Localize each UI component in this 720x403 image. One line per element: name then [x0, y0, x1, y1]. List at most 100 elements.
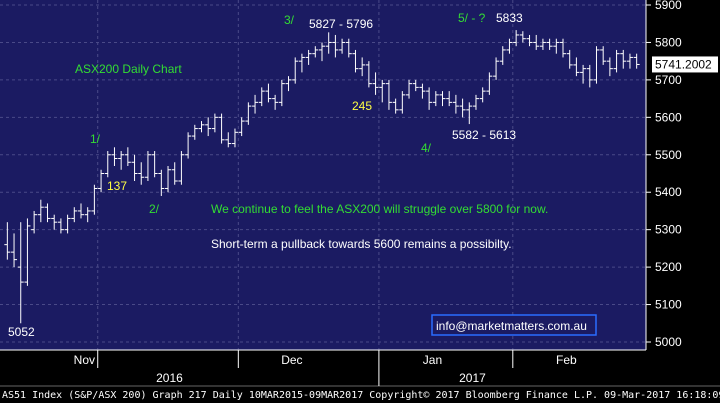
ohlc-bar [124, 147, 131, 167]
ohlc-bar [586, 64, 593, 88]
ohlc-bar [98, 169, 105, 193]
ohlc-bar [37, 199, 44, 223]
y-tick-label: 5200 [655, 260, 682, 274]
ohlc-bar [613, 49, 620, 73]
label-5833: 5833 [496, 11, 523, 25]
ohlc-bar [506, 38, 513, 54]
wave-5-label: 5/ - ? [458, 11, 486, 25]
ohlc-bar [178, 151, 185, 185]
ohlc-bar [459, 98, 466, 118]
ohlc-bar [332, 34, 339, 58]
x-axis: Nov Dec Jan Feb 2016 2017 [0, 349, 720, 387]
ohlc-bar [104, 151, 111, 178]
ohlc-bar [486, 72, 493, 95]
y-tick-label: 5000 [655, 335, 682, 349]
ohlc-bar [432, 91, 439, 107]
footer-info: AS51 Index (S&P/ASX 200) Graph 217 Daily… [2, 390, 720, 401]
ohlc-bar [600, 46, 607, 65]
ohlc-bar [412, 79, 419, 92]
ohlc-bar [593, 46, 600, 84]
ohlc-bar [385, 79, 392, 110]
ohlc-bar [71, 207, 78, 223]
ohlc-bar [64, 214, 71, 234]
ohlc-bar [426, 87, 433, 110]
ohlc-bar [118, 151, 125, 170]
ohlc-bar [138, 162, 145, 185]
month-label: Nov [74, 353, 95, 367]
ohlc-bar [231, 128, 238, 148]
y-tick-label: 5600 [655, 110, 682, 124]
ohlc-bar [285, 76, 292, 92]
ohlc-bar [272, 94, 279, 110]
ohlc-bar [319, 42, 325, 62]
ohlc-bar [472, 94, 479, 110]
month-label: Dec [281, 353, 302, 367]
email-box [431, 314, 597, 336]
ohlc-bar [84, 207, 91, 223]
ohlc-bar [392, 98, 399, 114]
label-5827-5796: 5827 - 5796 [309, 17, 373, 31]
ohlc-bar [171, 162, 178, 185]
ohlc-bar [566, 49, 573, 69]
ohlc-bar [379, 79, 386, 103]
ohlc-bar [258, 87, 265, 107]
ohlc-bar [265, 83, 272, 103]
label-5582-5613: 5582 - 5613 [452, 128, 516, 142]
ohlc-bar [372, 72, 379, 95]
ohlc-bar [211, 113, 218, 133]
ohlc-bar [533, 34, 540, 50]
ohlc-bar [560, 38, 567, 58]
email-link[interactable]: info@marketmatters.com.au [436, 319, 587, 333]
ohlc-bar [546, 38, 553, 50]
wave-4-label: 4/ [421, 141, 432, 155]
grid-lines [0, 0, 646, 350]
ohlc-bar [191, 124, 198, 140]
comment-line-1: We continue to feel the ASX200 will stru… [211, 202, 548, 216]
ohlc-bar [439, 91, 446, 107]
ohlc-bars [4, 30, 640, 324]
ohlc-bar [158, 169, 165, 196]
ohlc-bar [452, 94, 459, 114]
ohlc-bar [573, 57, 580, 77]
ohlc-bar [325, 32, 332, 54]
ohlc-bar [352, 49, 359, 73]
ohlc-bar [111, 147, 118, 167]
ohlc-bar [553, 38, 560, 54]
chart-title: ASX200 Daily Chart [75, 62, 182, 76]
wave-3-label: 3/ [284, 13, 295, 27]
ohlc-bar [91, 184, 98, 215]
month-label: Feb [556, 353, 577, 367]
ohlc-bar [185, 132, 192, 159]
ohlc-bar [4, 222, 11, 260]
ohlc-bar [31, 210, 38, 234]
ohlc-bar [339, 38, 346, 54]
ohlc-bar [620, 49, 627, 69]
ohlc-bar [205, 117, 212, 137]
ohlc-bar [365, 61, 372, 88]
ohlc-bar [305, 49, 312, 65]
ohlc-bar [626, 53, 633, 69]
ohlc-bar [539, 38, 546, 50]
ohlc-bar [57, 218, 64, 234]
y-tick-label: 5300 [655, 223, 682, 237]
x-axis-background [0, 350, 720, 403]
ohlc-bar [151, 151, 158, 178]
label-137: 137 [107, 179, 127, 193]
comment-line-2: Short-term a pullback towards 5600 remai… [211, 237, 512, 251]
ohlc-bar [513, 30, 520, 47]
ohlc-bar [312, 46, 319, 58]
y-tick-label: 5800 [655, 35, 682, 49]
y-tick-label: 5400 [655, 185, 682, 199]
y-tick-label: 5900 [655, 0, 682, 12]
ohlc-bar [292, 57, 299, 84]
ohlc-bar [252, 94, 259, 114]
ohlc-bar [77, 203, 84, 219]
ohlc-bar [44, 203, 51, 223]
ohlc-bar [131, 154, 138, 181]
ohlc-bar [17, 222, 24, 324]
ohlc-bar [24, 218, 31, 286]
ohlc-bar [526, 34, 533, 47]
ohlc-bar [399, 91, 406, 114]
